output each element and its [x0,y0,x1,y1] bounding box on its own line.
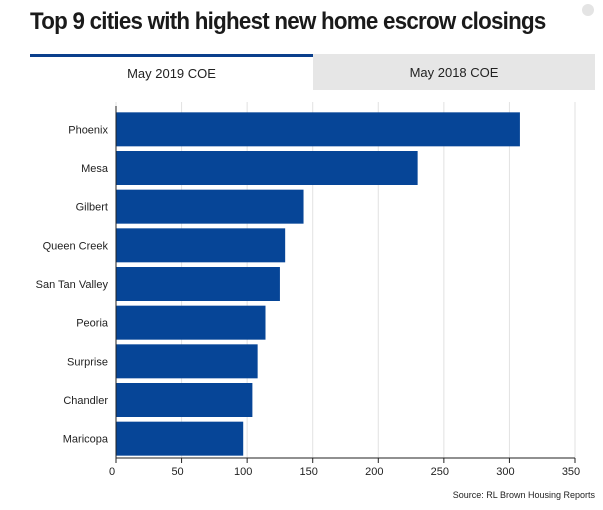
bar [116,421,244,456]
tab-bar: May 2019 COE May 2018 COE [30,54,595,90]
bar [116,112,520,147]
x-tick-label: 350 [562,466,580,478]
category-label: Queen Creek [43,240,109,252]
category-label: San Tan Valley [36,279,109,291]
bar [116,228,286,263]
category-label: Surprise [67,356,108,368]
bar [116,305,266,340]
tab-may-2018[interactable]: May 2018 COE [313,54,595,90]
category-label: Phoenix [68,124,108,136]
chart-title: Top 9 cities with highest new home escro… [30,8,546,35]
category-label: Chandler [63,395,108,407]
scroll-indicator [582,4,594,16]
bar [116,344,258,379]
tab-may-2019[interactable]: May 2019 COE [30,54,313,90]
x-tick-label: 150 [300,466,318,478]
x-tick-label: 50 [171,466,183,478]
x-tick-label: 0 [109,466,115,478]
category-label: Maricopa [63,434,109,446]
bar [116,151,418,185]
x-tick-label: 300 [496,466,514,478]
x-tick-label: 200 [365,466,383,478]
bar [116,267,280,301]
x-tick-label: 100 [234,466,252,478]
x-tick-label: 250 [431,466,449,478]
category-label: Peoria [76,318,109,330]
category-label: Gilbert [76,202,108,214]
category-label: Mesa [81,163,109,175]
bar [116,189,304,224]
source-note: Source: RL Brown Housing Reports [452,490,595,500]
bar [116,383,253,417]
